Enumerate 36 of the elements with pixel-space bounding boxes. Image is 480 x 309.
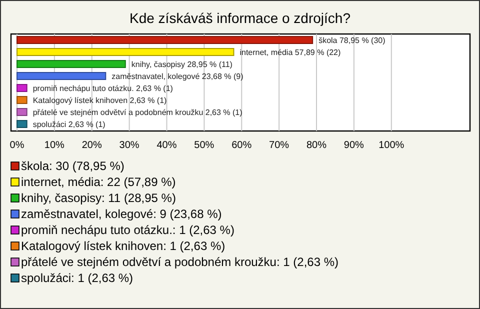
- text: knihy, časopisy: 11 (28,95 %): [21, 191, 176, 205]
- text: přátelé ve stejném odvětví a podobném kroužku: 1 (2,63 %): [21, 255, 339, 269]
- text: promiň nechápu tuto otázku.: 1 (2,63 %): [21, 223, 234, 237]
- bar: [16, 84, 28, 92]
- bar: [16, 36, 314, 44]
- bar: [16, 60, 126, 68]
- x-tick-label: 10%: [44, 140, 65, 151]
- x-tick-label: 70%: [269, 140, 290, 151]
- x-tick-label: 50%: [194, 140, 214, 151]
- bar: [16, 72, 106, 80]
- category-label: přátelé ve stejném odvětví a podobném kroužku 2,63 % (1): [32, 108, 242, 117]
- text: zaměstnavatel, kolegové: 9 (23,68 %): [21, 207, 222, 221]
- bar: [16, 48, 234, 56]
- x-tick-label: 0%: [10, 140, 24, 151]
- category-label: knihy, časopisy 28,95 % (11): [131, 60, 232, 69]
- x-tick-label: 90%: [344, 140, 364, 151]
- text: škola: 30 (78,95 %): [21, 159, 124, 173]
- bar: [16, 120, 28, 128]
- category-label: spolužáci 2,63 % (1): [32, 120, 106, 129]
- category-label: promiň nechápu tuto otázku. 2,63 % (1): [32, 84, 173, 93]
- x-tick-label: 100%: [378, 140, 404, 151]
- x-tick-label: 40%: [156, 140, 177, 151]
- category-label: internet, média 57,89 % (22): [240, 48, 341, 57]
- bar: [16, 108, 28, 116]
- text: Katalogový lístek knihoven: 1 (2,63 %): [21, 239, 226, 253]
- bar: [16, 96, 28, 104]
- category-label: zaměstnavatel, kolegové 23,68 % (9): [112, 72, 244, 81]
- x-tick-label: 20%: [82, 140, 102, 151]
- text: spolužáci: 1 (2,63 %): [21, 271, 134, 285]
- category-label: Katalogový lístek knihoven 2,63 % (1): [32, 96, 167, 105]
- x-tick-label: 80%: [306, 140, 327, 151]
- chart-title: Kde získáváš informace o zdrojích?: [130, 10, 351, 26]
- text: internet, média: 22 (57,89 %): [21, 175, 176, 189]
- category-label: škola 78,95 % (30): [318, 36, 386, 45]
- x-tick-label: 60%: [232, 140, 252, 151]
- x-tick-label: 30%: [119, 140, 140, 151]
